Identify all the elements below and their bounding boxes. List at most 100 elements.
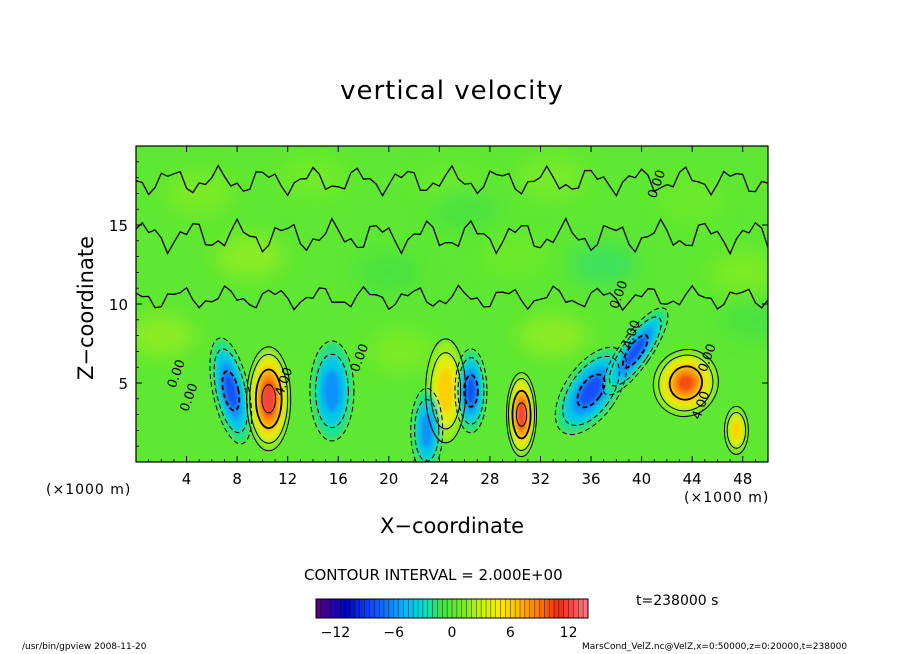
y-tick-label-2: 15 bbox=[109, 217, 128, 235]
x-tick-label-0: 4 bbox=[182, 470, 192, 488]
texture-spot-11 bbox=[367, 331, 436, 372]
colorbar-cell-23 bbox=[427, 599, 433, 618]
colorbar-cell-37 bbox=[495, 599, 501, 618]
field-texture bbox=[136, 157, 768, 372]
colorbar-cell-32 bbox=[471, 599, 477, 618]
contour-2-1 bbox=[309, 340, 355, 442]
feature-6-level-6 bbox=[518, 404, 525, 425]
x-tick-label-8: 36 bbox=[581, 470, 600, 488]
y-axis: 5 10 15 bbox=[109, 161, 768, 447]
contour-0-2 bbox=[213, 348, 249, 434]
x-tick-label-11: 48 bbox=[733, 470, 752, 488]
plot-area: 0.000.00 4.000.000.004.000.000.004.00 bbox=[136, 146, 768, 462]
feature-5-level-3 bbox=[420, 412, 433, 449]
y-tick-label-1: 10 bbox=[109, 296, 128, 314]
zero-contour-top bbox=[136, 164, 768, 198]
colorbar-cell-53 bbox=[573, 599, 579, 618]
contour-8-2 bbox=[608, 316, 662, 387]
colorbar-tick-label-0: −12 bbox=[321, 625, 351, 641]
x-tick-label-9: 40 bbox=[632, 470, 651, 488]
contour-3-2 bbox=[430, 352, 462, 430]
texture-spot-0 bbox=[165, 173, 234, 214]
contour-lines bbox=[136, 164, 768, 462]
texture-spot-8 bbox=[569, 244, 638, 285]
contour-4-1 bbox=[454, 348, 488, 434]
colorbar-tick-label-2: 0 bbox=[448, 625, 457, 641]
colorbar-cell-34 bbox=[481, 599, 487, 618]
field-features bbox=[211, 309, 747, 462]
colorbar-cell-38 bbox=[500, 599, 506, 618]
colorbar-cell-31 bbox=[466, 599, 472, 618]
contour-6-4 bbox=[511, 389, 532, 440]
texture-spot-7 bbox=[481, 236, 550, 277]
colorbar-cell-44 bbox=[529, 599, 535, 618]
contour-7-4 bbox=[576, 373, 606, 409]
contour-7-2 bbox=[562, 355, 620, 426]
colorbar-cell-49 bbox=[554, 599, 560, 618]
colorbar-tick-label-1: −6 bbox=[383, 625, 404, 641]
colorbar-cell-24 bbox=[432, 599, 438, 618]
texture-spot-14 bbox=[430, 189, 499, 230]
colorbar-tick-label-3: 6 bbox=[506, 625, 515, 641]
texture-spot-12 bbox=[519, 315, 588, 356]
colorbar-cell-22 bbox=[422, 599, 429, 618]
contour-interval-label: CONTOUR INTERVAL = 2.000E+00 bbox=[304, 566, 563, 584]
feature-0-level-4 bbox=[224, 373, 238, 409]
contour-6-1 bbox=[506, 372, 538, 458]
contour-10-1 bbox=[723, 405, 749, 455]
colorbar-cell-1 bbox=[320, 599, 327, 618]
x-unit-left: (×1000 m) bbox=[46, 482, 132, 498]
colorbar-cell-18 bbox=[403, 599, 409, 618]
contour-7-1 bbox=[554, 346, 628, 435]
x-tick-label-4: 20 bbox=[379, 470, 398, 488]
contour-6-2 bbox=[507, 378, 536, 452]
feature-8-level-4 bbox=[624, 336, 647, 366]
colorbar-cell-45 bbox=[534, 599, 540, 618]
colorbar-cell-5 bbox=[340, 599, 346, 618]
colorbar-cell-2 bbox=[325, 599, 331, 618]
colorbar-frame bbox=[315, 598, 589, 619]
feature-9-level-5 bbox=[677, 373, 695, 393]
contour-1-2 bbox=[249, 353, 289, 444]
texture-spot-9 bbox=[708, 252, 768, 293]
feature-2-level-3 bbox=[323, 369, 341, 413]
contour-4-4 bbox=[463, 374, 479, 408]
colorbar-cell-10 bbox=[364, 599, 370, 618]
colorbar-cell-6 bbox=[345, 599, 351, 618]
x-tick-label-3: 16 bbox=[329, 470, 348, 488]
colorbar-cell-54 bbox=[578, 599, 584, 618]
contour-5-1 bbox=[410, 387, 444, 462]
colorbar-cell-39 bbox=[505, 599, 511, 618]
x-tick-label-2: 12 bbox=[278, 470, 297, 488]
colorbar-cell-13 bbox=[379, 599, 385, 618]
contour-1-6 bbox=[261, 384, 277, 414]
colorbar-cell-15 bbox=[388, 599, 395, 618]
colorbar-cell-12 bbox=[374, 599, 380, 618]
colorbar-cell-4 bbox=[335, 599, 341, 618]
x-axis: 4 8 12 16 20 24 28 32 36 40 44 48 bbox=[148, 146, 756, 488]
colorbar-cell-3 bbox=[330, 599, 336, 618]
colorbar-cell-27 bbox=[447, 599, 453, 618]
y-axis-label: Z−coordinate bbox=[74, 236, 98, 380]
contour-1-4 bbox=[254, 368, 283, 429]
colorbar-cell-16 bbox=[393, 599, 399, 618]
colorbar-cell-47 bbox=[544, 599, 550, 618]
feature-7-level-4 bbox=[579, 376, 603, 406]
colorbar-cell-21 bbox=[418, 599, 424, 618]
colorbar-cell-43 bbox=[524, 599, 531, 618]
x-tick-label-7: 32 bbox=[531, 470, 550, 488]
contour-9-4 bbox=[668, 365, 703, 401]
colorbar-cell-28 bbox=[452, 599, 458, 618]
contour-6-6 bbox=[515, 402, 528, 427]
colorbar-cell-20 bbox=[413, 599, 419, 618]
colorbar-cell-40 bbox=[510, 599, 516, 618]
colorbar-cell-11 bbox=[369, 599, 375, 618]
contour-9-1 bbox=[652, 348, 719, 418]
zero-contour-upper bbox=[136, 216, 768, 256]
colorbar-cell-26 bbox=[442, 599, 448, 618]
contour-8-1 bbox=[602, 307, 669, 396]
contour-0-1 bbox=[209, 337, 253, 445]
feature-10-level-3 bbox=[731, 420, 741, 441]
colorbar-cell-8 bbox=[354, 599, 361, 618]
colorbar-cell-51 bbox=[563, 599, 569, 618]
